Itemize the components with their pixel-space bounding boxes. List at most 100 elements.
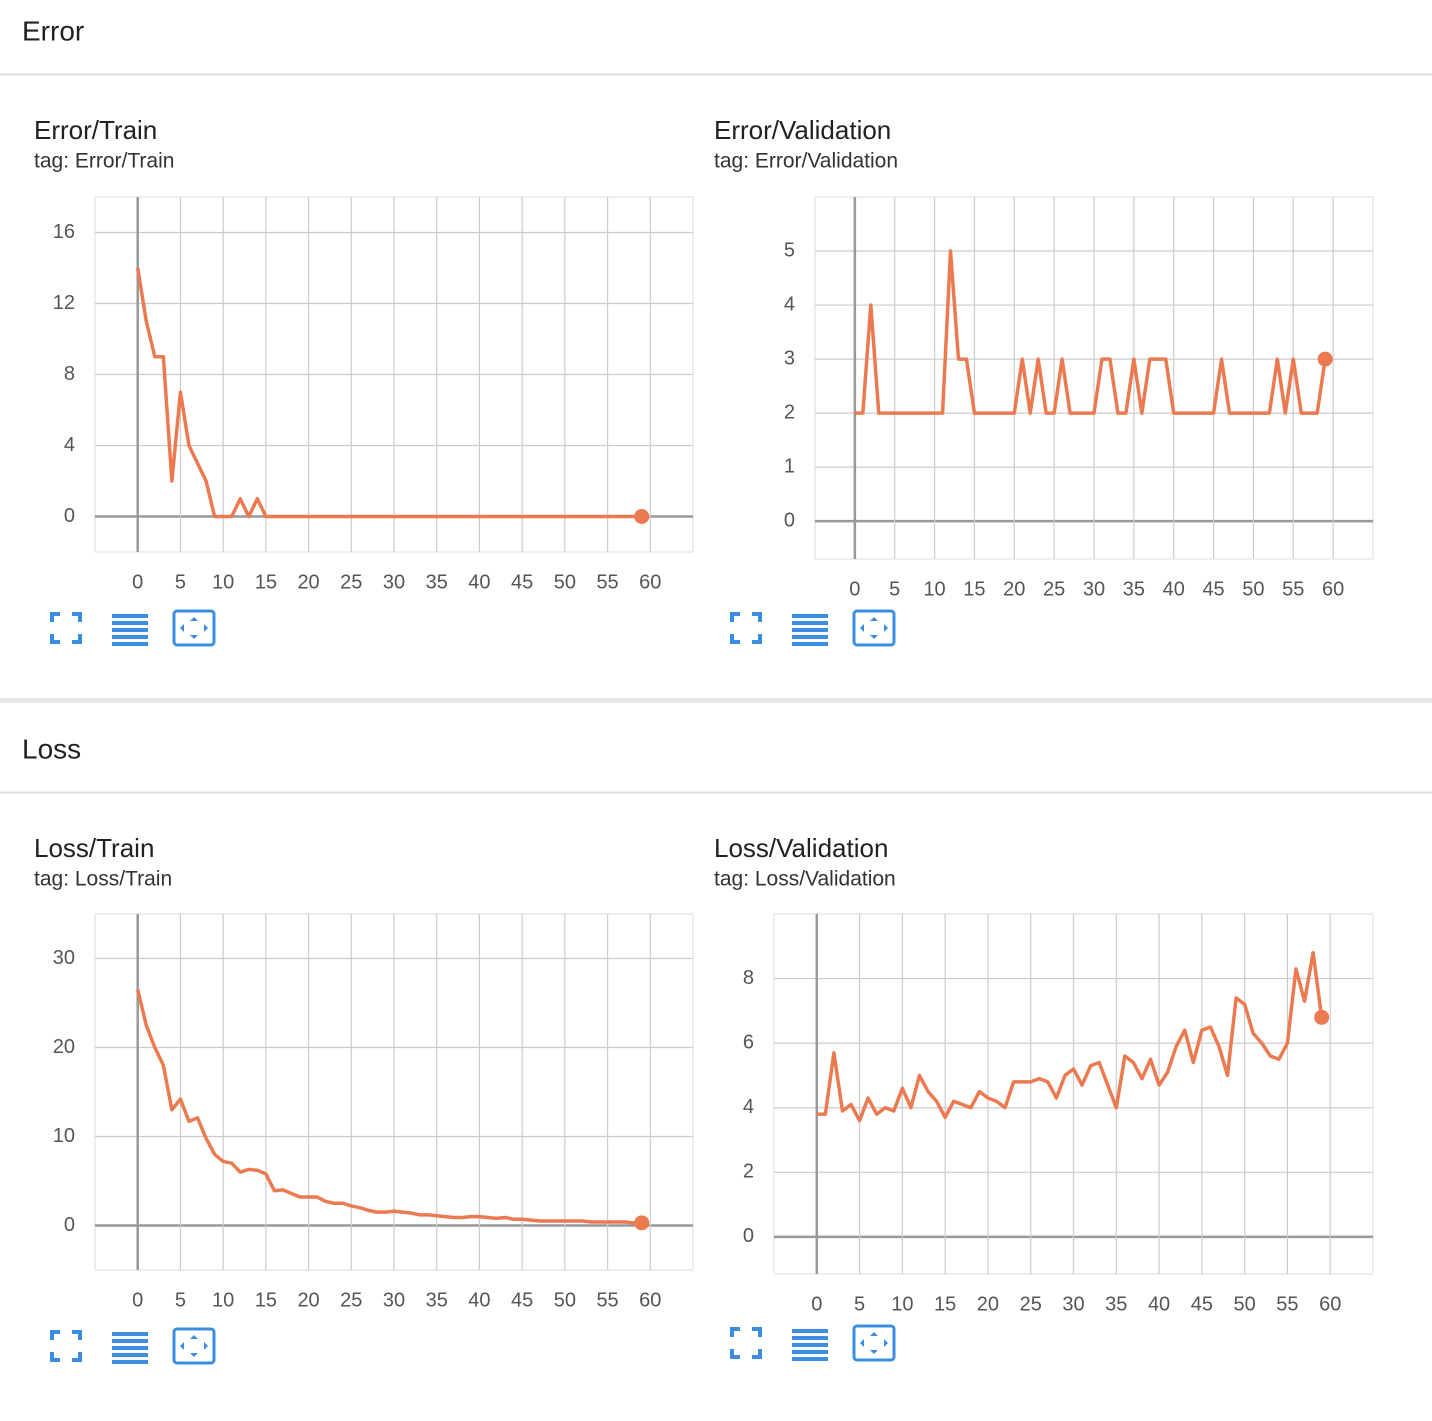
icon-bar [792,1357,828,1361]
y-tick-label: 12 [53,292,75,314]
y-tick-label: 30 [53,947,75,969]
fullscreen-button[interactable] [50,1330,82,1362]
fit-domain-button[interactable] [172,1327,216,1365]
x-tick-label: 60 [1319,1293,1341,1315]
series-line [135,267,642,519]
icon-bar [112,1332,148,1336]
icon-bar [792,1329,828,1333]
icon-bar [792,621,828,625]
icon-bar [792,1336,828,1340]
icon-bar [792,1350,828,1354]
section-divider [0,698,1432,703]
fullscreen-button[interactable] [730,612,762,644]
icon-bar [112,635,148,639]
chart-subtitle: tag: Loss/Train [34,868,172,891]
fullscreen-button[interactable] [50,612,82,644]
y-tick-label: 5 [784,239,795,261]
icon-bar [792,635,828,639]
icon-bar [112,1353,148,1357]
x-tick-label: 50 [1234,1293,1256,1315]
icon-frame [852,609,896,647]
chart-title: Loss/Train [34,833,154,863]
x-tick-label: 35 [426,1289,448,1311]
icon-frame [172,1327,216,1365]
icon-bar [792,642,828,646]
x-tick-label: 40 [1163,578,1185,600]
x-tick-label: 10 [212,1289,234,1311]
fit-domain-button[interactable] [852,609,896,647]
chart-subtitle: tag: Error/Validation [714,150,898,173]
fit-domain-button[interactable] [852,1324,896,1362]
toggle-log-button[interactable] [112,1332,148,1364]
x-tick-label: 25 [1020,1293,1042,1315]
y-tick-label: 2 [743,1161,754,1183]
y-tick-label: 0 [743,1225,754,1247]
x-tick-label: 45 [511,1289,533,1311]
x-tick-label: 25 [340,1289,362,1311]
x-tick-label: 55 [1276,1293,1298,1315]
icon-bar [792,628,828,632]
x-tick-label: 50 [1242,578,1264,600]
x-tick-label: 0 [132,1289,143,1311]
icon-bar [792,614,828,618]
toggle-log-button[interactable] [112,614,148,646]
icon-arrows [180,617,208,639]
series-line [854,249,1327,415]
x-tick-label: 0 [811,1293,822,1315]
x-tick-label: 0 [132,571,143,593]
fullscreen-button[interactable] [730,1327,762,1359]
section-title[interactable]: Error [22,15,84,46]
x-tick-label: 60 [1322,578,1344,600]
x-tick-label: 30 [1062,1293,1084,1315]
x-tick-label: 50 [554,1289,576,1311]
x-tick-label: 55 [596,571,618,593]
x-tick-label: 15 [255,1289,277,1311]
x-tick-label: 0 [849,578,860,600]
y-tick-label: 8 [64,363,75,385]
x-tick-label: 20 [977,1293,999,1315]
chart-title: Loss/Validation [714,833,888,863]
y-tick-label: 4 [784,293,795,315]
x-tick-label: 55 [596,1289,618,1311]
y-tick-label: 4 [64,434,75,456]
y-tick-label: 8 [743,967,754,989]
x-tick-label: 15 [963,578,985,600]
last-point [634,509,650,524]
x-tick-label: 45 [1191,1293,1213,1315]
icon-arrows [860,1332,888,1354]
icon-bar [112,621,148,625]
x-tick-label: 25 [340,571,362,593]
icon-bar [112,1339,148,1343]
x-tick-label: 60 [639,1289,661,1311]
x-tick-label: 10 [923,578,945,600]
icon-arrows [860,617,888,639]
y-tick-label: 10 [53,1125,75,1147]
icon-bar [112,1346,148,1350]
fit-domain-button[interactable] [172,609,216,647]
series-line [816,950,1324,1123]
x-tick-label: 10 [891,1293,913,1315]
last-point [634,1215,650,1231]
y-tick-label: 0 [64,1214,75,1236]
x-tick-label: 50 [554,571,576,593]
x-tick-label: 5 [854,1293,865,1315]
toggle-log-button[interactable] [792,1329,828,1361]
series-line [136,989,642,1225]
x-tick-label: 35 [426,571,448,593]
x-tick-label: 25 [1043,578,1065,600]
x-tick-label: 20 [297,571,319,593]
section-title[interactable]: Loss [22,733,81,764]
x-tick-label: 5 [175,571,186,593]
x-tick-label: 35 [1123,578,1145,600]
x-tick-label: 55 [1282,578,1304,600]
chart-title: Error/Train [34,115,157,145]
x-tick-label: 15 [255,571,277,593]
y-tick-label: 1 [784,455,795,477]
toggle-log-button[interactable] [792,614,828,646]
icon-frame [852,1324,896,1362]
x-tick-label: 45 [1202,578,1224,600]
icon-bar [112,628,148,632]
y-tick-label: 3 [784,347,795,369]
chart-title: Error/Validation [714,115,891,145]
